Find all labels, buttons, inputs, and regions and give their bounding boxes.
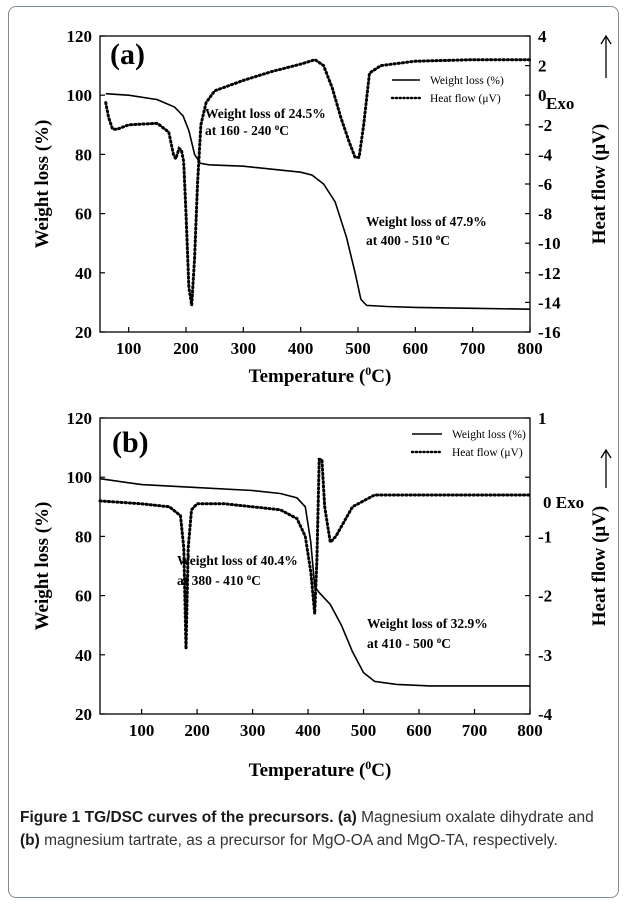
x-tick-label: 800 <box>517 339 543 358</box>
panel-a-legend-heat-flow: Heat flow (μV) <box>430 93 501 105</box>
panel-b-annotation-1-line2: at 380 - 410 oC <box>177 572 261 588</box>
x-tick-label: 400 <box>288 339 314 358</box>
panel-b-y2-axis-title: Heat flow (μV) <box>589 506 610 627</box>
x-tick-label: 700 <box>462 721 488 740</box>
x-tick-label: 100 <box>129 721 155 740</box>
y2-tick-label: 0 <box>538 86 547 105</box>
x-tick-label: 600 <box>406 721 432 740</box>
y2-tick-label: 2 <box>538 57 547 76</box>
caption-b-text: magnesium tartrate, as a precursor for M… <box>44 832 558 849</box>
y-tick-label: 80 <box>75 145 92 164</box>
panel-b-plot-area <box>99 417 531 715</box>
panel-a-annotation-1-line1: Weight loss of 24.5% <box>205 106 326 121</box>
caption-b-label: (b) <box>20 832 40 849</box>
y2-tick-label: -2 <box>538 116 552 135</box>
panel-a-x-ticks: 100 200 300 400 500 600 700 800 <box>116 327 543 358</box>
y2-tick-label: -4 <box>538 705 553 724</box>
x-tick-label: 200 <box>173 339 199 358</box>
x-tick-label: 700 <box>460 339 486 358</box>
y2-tick-label: 1 <box>538 409 547 428</box>
y2-tick-label: -3 <box>538 646 552 665</box>
y-tick-label: 120 <box>67 27 93 46</box>
panel-b-exo-arrow-icon <box>600 448 612 488</box>
panel-a-heat-flow-line <box>104 58 532 306</box>
caption-figure-label: Figure 1 <box>20 809 81 826</box>
panel-a-y2-ticks: 4 2 0 -2 -4 -6 -8 -10 -12 -14 -16 <box>525 27 561 342</box>
y-tick-label: 60 <box>75 587 92 606</box>
x-tick-label: 300 <box>231 339 257 358</box>
y2-tick-label: -16 <box>538 323 561 342</box>
panel-b-legend-weight-loss: Weight loss (%) <box>452 429 526 441</box>
panel-a-y-ticks: 20 40 60 80 100 120 <box>67 27 105 342</box>
x-tick-label: 600 <box>403 339 429 358</box>
y-tick-label: 40 <box>75 264 92 283</box>
panel-a-weight-loss-line <box>105 92 531 310</box>
x-tick-label: 500 <box>345 339 371 358</box>
y-tick-label: 40 <box>75 646 92 665</box>
panel-b-chart: (b) 100 200 300 400 500 600 700 800 20 40 60 80 100… <box>32 409 612 781</box>
y2-tick-label: -1 <box>538 527 552 546</box>
panel-b-y2-ticks: 1 -1 -2 -3 -4 <box>525 409 553 724</box>
x-tick-label: 200 <box>184 721 210 740</box>
figure-svg: (a) 100 200 300 400 500 600 700 800 20406080100… <box>32 27 612 781</box>
panel-a-chart: (a) 100 200 300 400 500 600 700 800 20406080100… <box>32 27 612 387</box>
panel-b-annotation-2-line2: at 410 - 500 oC <box>367 635 451 651</box>
y2-tick-label: -6 <box>538 175 552 194</box>
y2-tick-label: -2 <box>538 587 552 606</box>
panel-a-y-axis-title: Weight loss (%) <box>32 120 53 249</box>
figure-caption: Figure 1 TG/DSC curves of the precursors… <box>20 806 610 852</box>
caption-title: TG/DSC curves of the precursors. <box>84 809 334 826</box>
x-tick-label: 500 <box>351 721 377 740</box>
panel-a-annotation-1-line2: at 160 - 240 oC <box>205 122 289 138</box>
caption-a-label: (a) <box>337 809 357 826</box>
panel-b-legend: Weight loss (%) Heat flow (μV) <box>410 429 526 459</box>
panel-b-annotation-2-line1: Weight loss of 32.9% <box>367 616 488 631</box>
y-tick-label: 60 <box>75 205 92 224</box>
y-tick-label: 20 <box>75 323 92 342</box>
y2-tick-label: -12 <box>538 264 561 283</box>
y-tick-label: 80 <box>75 527 92 546</box>
y-tick-label: 120 <box>67 409 93 428</box>
y-tick-label: 20 <box>75 705 92 724</box>
x-tick-label: 800 <box>517 721 543 740</box>
x-tick-label: 400 <box>295 721 321 740</box>
panel-b-exo-label: 0 Exo <box>543 493 584 512</box>
caption-a-text: Magnesium oxalate dihydrate and <box>361 809 594 826</box>
panel-b-y-axis-title: Weight loss (%) <box>32 502 53 631</box>
figure-frame <box>8 6 619 898</box>
panel-a-label: (a) <box>110 38 145 71</box>
panel-b-y-ticks: 20 40 60 80 100 120 <box>67 409 105 724</box>
panel-b-heat-flow-line <box>98 457 532 649</box>
panel-a-exo-arrow-icon <box>600 34 612 78</box>
y2-tick-label: -4 <box>538 145 553 164</box>
panel-a-legend-weight-loss: Weight loss (%) <box>430 75 504 87</box>
panel-a-annotation-2-line1: Weight loss of 47.9% <box>366 214 487 229</box>
panel-a-annotation-2-line2: at 400 - 510 oC <box>366 232 450 248</box>
panel-b-weight-loss-line <box>99 477 530 687</box>
panel-b-annotation-1-line1: Weight loss of 40.4% <box>177 553 298 568</box>
panel-a-legend: Weight loss (%) Heat flow (μV) <box>390 75 504 105</box>
x-tick-label: 300 <box>240 721 266 740</box>
panel-a-exo-label: Exo <box>546 94 574 113</box>
y2-tick-label: -8 <box>538 205 552 224</box>
y-tick-label: 100 <box>67 86 93 105</box>
exo-arrow-head <box>600 34 612 45</box>
panel-b-x-axis-title: Temperature (0C) <box>249 758 392 781</box>
y2-tick-label: -10 <box>538 234 561 253</box>
panel-a-x-axis-title: Temperature (0C) <box>249 364 392 387</box>
exo-arrow-head <box>600 448 612 459</box>
panel-b-legend-heat-flow: Heat flow (μV) <box>452 447 523 459</box>
y2-tick-label: 4 <box>538 27 547 46</box>
x-tick-label: 100 <box>116 339 142 358</box>
panel-b-x-ticks: 100 200 300 400 500 600 700 800 <box>129 709 543 740</box>
panel-a-y2-axis-title: Heat flow (μV) <box>589 124 610 245</box>
y2-tick-label: -14 <box>538 293 561 312</box>
panel-b-label: (b) <box>112 426 149 459</box>
y-tick-label: 100 <box>67 468 93 487</box>
